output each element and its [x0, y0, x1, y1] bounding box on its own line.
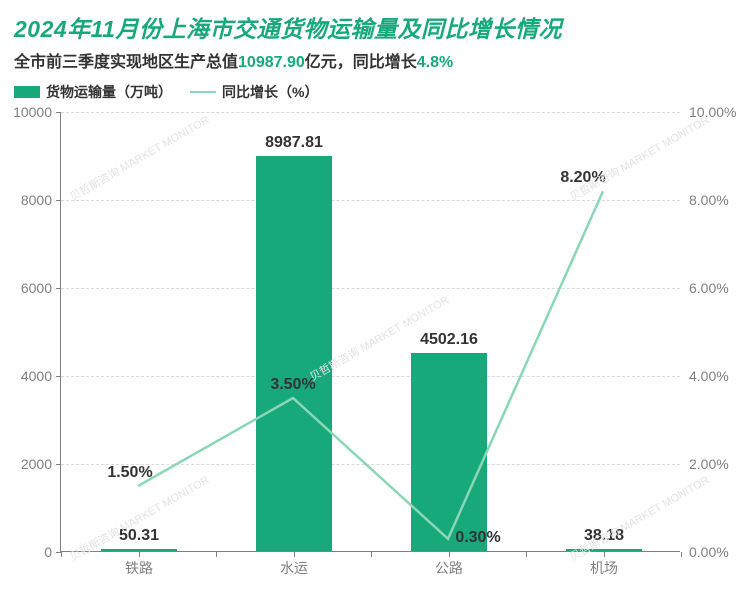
legend: 货物运输量（万吨） 同比增长（%） — [0, 76, 741, 104]
y-left-tick: 8000 — [2, 192, 52, 208]
y-right-tick: 4.00% — [689, 368, 741, 384]
subtitle-growth: 4.8% — [417, 54, 453, 71]
x-category-label: 铁路 — [79, 558, 199, 578]
legend-line-label: 同比增长（%） — [222, 82, 318, 102]
line-value-label: 1.50% — [107, 464, 152, 482]
line-swatch-icon — [190, 91, 216, 93]
x-category-label: 水运 — [234, 558, 354, 578]
y-right-tick: 0.00% — [689, 544, 741, 560]
chart-title: 2024年11月份上海市交通货物运输量及同比增长情况 — [14, 10, 727, 44]
y-left-tick: 6000 — [2, 280, 52, 296]
bar-swatch-icon — [14, 86, 40, 98]
y-left-tick: 2000 — [2, 456, 52, 472]
subtitle-unit: 亿元，同比增长 — [305, 54, 417, 71]
legend-bar-label: 货物运输量（万吨） — [46, 82, 172, 102]
subtitle-prefix: 全市前三季度实现地区生产总值 — [14, 54, 238, 71]
x-category-label: 公路 — [389, 558, 509, 578]
y-right-tick: 2.00% — [689, 456, 741, 472]
line-value-label: 8.20% — [560, 169, 605, 187]
y-left-tick: 4000 — [2, 368, 52, 384]
y-right-tick: 8.00% — [689, 192, 741, 208]
combo-chart: 00.00%20002.00%40004.00%60006.00%80008.0… — [60, 112, 680, 552]
line-value-label: 0.30% — [455, 529, 500, 547]
legend-bar: 货物运输量（万吨） — [14, 82, 172, 102]
chart-subtitle: 全市前三季度实现地区生产总值10987.90亿元，同比增长4.8% — [14, 48, 727, 72]
y-right-tick: 10.00% — [689, 104, 741, 120]
y-left-tick: 10000 — [2, 104, 52, 120]
y-left-tick: 0 — [2, 544, 52, 560]
x-category-label: 机场 — [544, 558, 664, 578]
subtitle-value: 10987.90 — [238, 54, 305, 71]
line-value-label: 3.50% — [270, 376, 315, 394]
y-right-tick: 6.00% — [689, 280, 741, 296]
legend-line: 同比增长（%） — [190, 82, 318, 102]
